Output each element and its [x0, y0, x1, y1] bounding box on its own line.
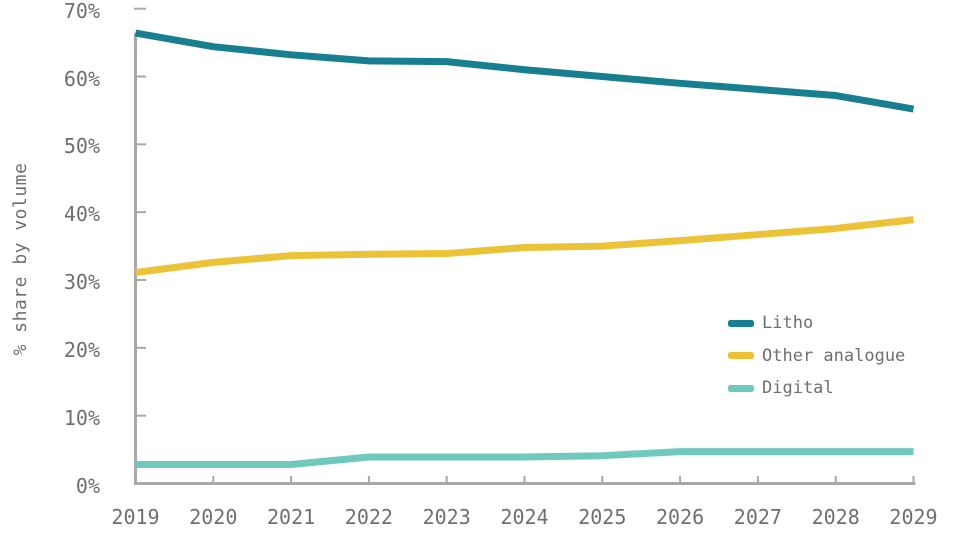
x-tick-label: 2026: [656, 505, 705, 529]
legend-item-other-analogue: Other analogue: [728, 340, 905, 373]
legend-swatch: [728, 384, 754, 392]
x-tick-label: 2024: [500, 505, 549, 529]
y-tick-label: 30%: [63, 270, 100, 294]
legend-swatch: [728, 319, 754, 327]
y-tick-label: 60%: [63, 66, 100, 91]
y-tick-label: 70%: [63, 0, 100, 23]
legend-item-digital: Digital: [728, 372, 905, 405]
x-tick-label: 2025: [578, 505, 627, 529]
y-tick-label: 0%: [75, 473, 100, 498]
legend-label: Litho: [762, 313, 814, 334]
x-tick-label: 2027: [733, 505, 782, 529]
x-tick-label: 2023: [422, 505, 471, 529]
x-tick-label: 2020: [189, 505, 238, 529]
x-tick-label: 2021: [267, 505, 316, 529]
y-tick-label: 40%: [63, 202, 100, 227]
x-tick-label: 2029: [889, 505, 938, 529]
y-tick-label: 20%: [63, 337, 100, 362]
y-tick-label: 50%: [63, 134, 100, 159]
legend-swatch: [728, 352, 754, 360]
legend-item-litho: Litho: [728, 307, 905, 340]
y-tick-label: 10%: [63, 405, 100, 430]
x-tick-label: 2022: [344, 505, 393, 529]
legend-label: Digital: [762, 378, 834, 399]
x-tick-label: 2028: [811, 505, 860, 529]
series-line-litho: [134, 29, 915, 113]
legend: Litho Other analogue Digital: [728, 307, 905, 405]
series-line-digital: [135, 448, 914, 469]
series-line-other-analogue: [135, 216, 914, 277]
x-tick-label: 2019: [111, 505, 160, 529]
legend-label: Other analogue: [762, 345, 906, 366]
